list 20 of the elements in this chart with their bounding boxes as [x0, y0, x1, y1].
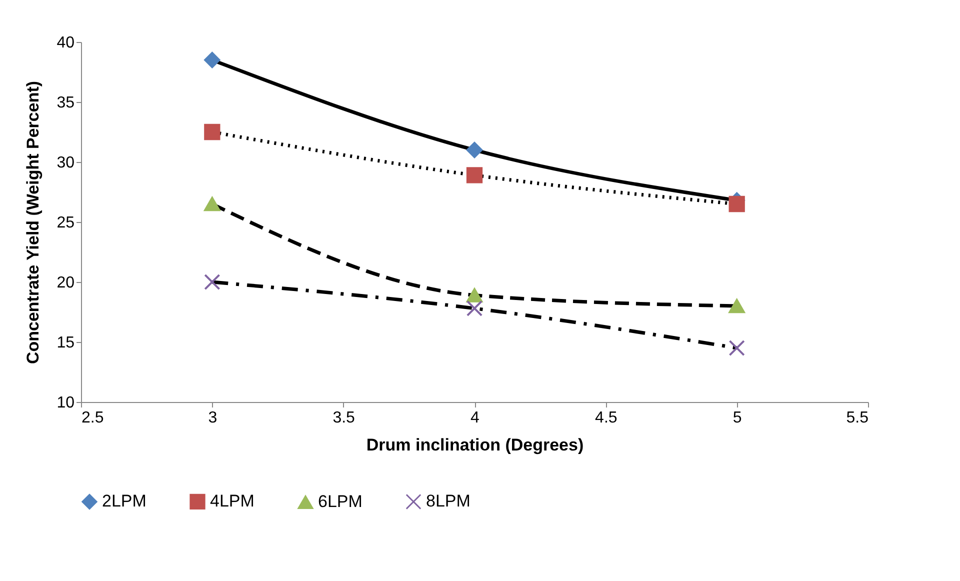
x-tick-label: 5.5: [846, 410, 869, 426]
x-tick-label: 3.5: [332, 410, 356, 426]
y-tick-label: 20: [56, 274, 75, 292]
x-tick-label: 5: [732, 410, 742, 426]
y-tick-label: 10: [56, 394, 75, 412]
legend-label: 4LPM: [210, 492, 254, 511]
x-tick-label: 4.5: [595, 410, 618, 426]
legend-label: 2LPM: [102, 492, 146, 511]
x-tick-label: 2.5: [82, 410, 104, 426]
x-axis-title: Drum inclination (Degrees): [366, 436, 584, 454]
x-tick-label: 4: [470, 410, 480, 426]
legend-label: 6LPM: [318, 492, 362, 512]
y-axis-title: Concentrate Yield (Weight Percent): [24, 80, 43, 364]
x-tick-label: 3: [208, 410, 218, 426]
y-tick-label: 30: [56, 154, 75, 172]
y-tick-label: 40: [56, 34, 75, 52]
y-tick-label: 15: [56, 334, 75, 352]
y-tick-label: 35: [56, 94, 75, 112]
y-tick-label: 25: [56, 214, 75, 232]
legend-label: 8LPM: [426, 492, 470, 511]
